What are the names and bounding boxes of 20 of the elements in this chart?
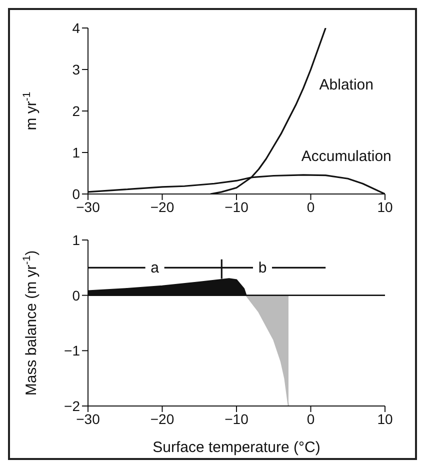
y-tick-label: 4 bbox=[72, 20, 80, 36]
y-tick-label: 0 bbox=[72, 287, 80, 304]
y-tick-label: 2 bbox=[72, 102, 80, 119]
y-tick-label: 1 bbox=[72, 232, 80, 248]
annotation: b bbox=[258, 260, 267, 277]
series-label: Accumulation bbox=[301, 148, 392, 165]
x-tick-label: 10 bbox=[377, 198, 393, 215]
y-tick-label: −1 bbox=[64, 342, 80, 359]
x-tick-label: −20 bbox=[150, 198, 174, 215]
x-tick-label: 10 bbox=[377, 410, 393, 427]
annotation: a bbox=[150, 260, 160, 277]
x-tick-label: −10 bbox=[224, 410, 249, 427]
y-tick-label: 1 bbox=[72, 144, 80, 160]
x-tick-label: −10 bbox=[224, 198, 249, 215]
x-tick-label: 0 bbox=[306, 198, 315, 215]
x-tick-label: −20 bbox=[150, 410, 174, 427]
x-tick-label: 0 bbox=[306, 410, 315, 427]
y-tick-label: 3 bbox=[72, 61, 80, 78]
x-axis-title: Surface temperature (°C) bbox=[152, 439, 320, 456]
series-label: Ablation bbox=[319, 76, 374, 94]
